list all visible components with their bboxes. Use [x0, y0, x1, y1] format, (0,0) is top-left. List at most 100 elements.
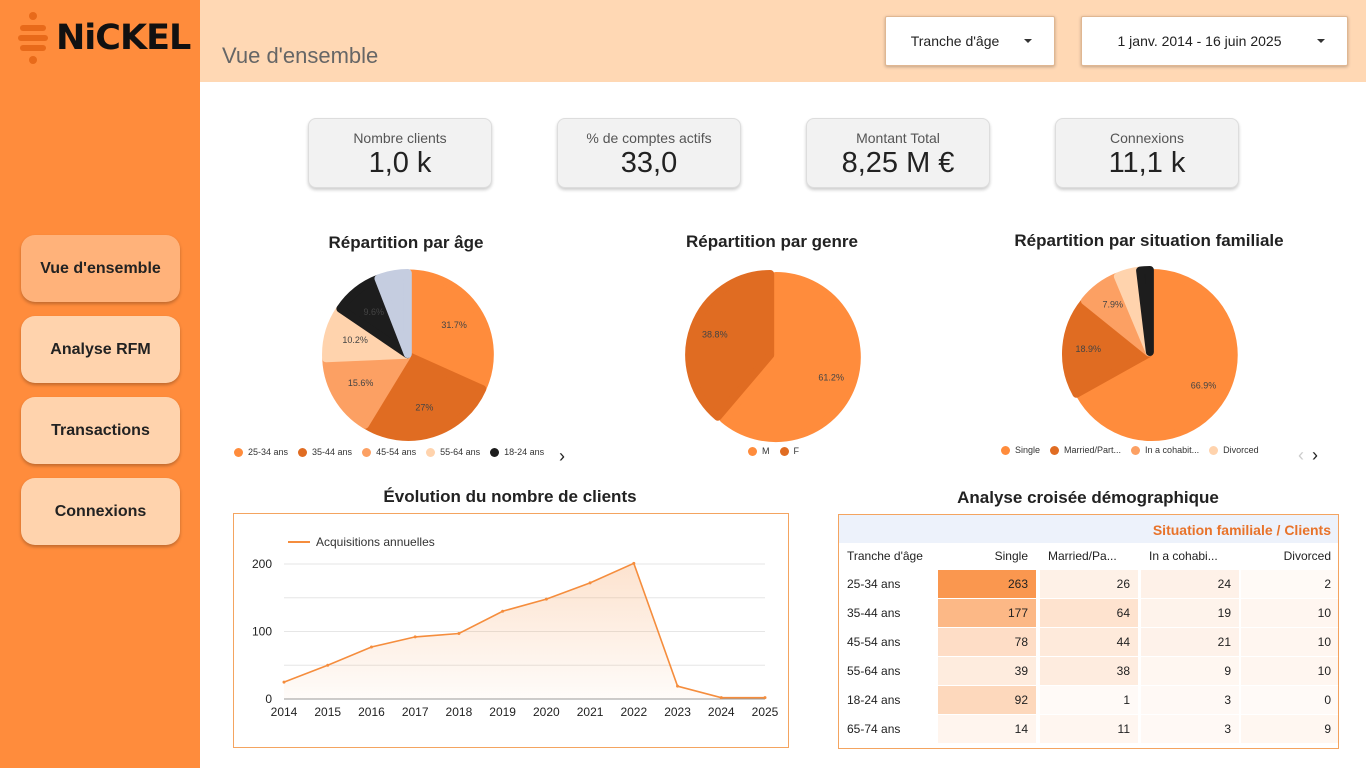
pie-slice[interactable] — [685, 269, 775, 421]
x-tick-label: 2020 — [533, 705, 560, 719]
date-range-dropdown[interactable]: 1 janv. 2014 - 16 juin 2025 — [1081, 16, 1348, 66]
legend-swatch — [288, 541, 310, 543]
pie-data-label: 61.2% — [818, 372, 844, 382]
table-cell: 64 — [1040, 599, 1138, 627]
legend-item[interactable]: F — [779, 446, 800, 456]
legend-item[interactable]: In a cohabit... — [1131, 445, 1199, 455]
table-cell: 24 — [1141, 570, 1239, 598]
data-point[interactable] — [369, 645, 373, 649]
pie-slice[interactable] — [404, 269, 494, 392]
data-point[interactable] — [544, 597, 548, 601]
pie-slice[interactable] — [1136, 266, 1154, 357]
gender-chart-title: Répartition par genre — [686, 232, 858, 251]
legend-item[interactable]: 45-54 ans — [362, 447, 416, 457]
table-cell: 14 — [938, 715, 1036, 743]
kpi-label: % de comptes actifs — [586, 130, 712, 146]
data-point[interactable] — [588, 581, 592, 585]
pie-slice[interactable] — [719, 272, 861, 442]
pie-slice[interactable] — [1076, 269, 1238, 441]
column-header[interactable]: In a cohabi... — [1149, 549, 1218, 563]
x-tick-label: 2016 — [358, 705, 385, 719]
pie-data-label: 31.7% — [441, 320, 467, 330]
legend-label: 18-24 ans — [504, 447, 545, 457]
table-cell: 2 — [1241, 570, 1339, 598]
row-label: 25-34 ans — [847, 577, 901, 591]
pie-slice[interactable] — [322, 351, 412, 429]
row-label: 18-24 ans — [847, 693, 901, 707]
x-tick-label: 2021 — [577, 705, 604, 719]
nav-analyse-rfm-button[interactable]: Analyse RFM — [21, 316, 180, 383]
table-cell: 26 — [1040, 570, 1138, 598]
pie-data-label: 15.6% — [348, 378, 374, 388]
data-point[interactable] — [501, 609, 505, 613]
x-tick-label: 2018 — [446, 705, 473, 719]
legend-label: 55-64 ans — [440, 447, 481, 457]
gender-chart-legend: M F — [748, 446, 809, 456]
column-header[interactable]: Divorced — [1283, 549, 1331, 563]
age-chart-title: Répartition par âge — [328, 233, 484, 252]
age-filter-label: Tranche d'âge — [910, 33, 1000, 49]
family-pie-chart: 66.9% 18.9% 7.9% — [1062, 266, 1238, 441]
crosstab-title: Analyse croisée démographique — [957, 488, 1219, 507]
data-point[interactable] — [676, 684, 680, 688]
table-cell: 9 — [1141, 657, 1239, 685]
legend-item[interactable]: 55-64 ans — [426, 447, 480, 457]
column-header[interactable]: Tranche d'âge — [847, 549, 923, 563]
series-line[interactable] — [283, 562, 765, 699]
brand-name: NiCKEL — [56, 18, 191, 58]
legend-item[interactable]: 18-24 ans — [490, 447, 544, 457]
column-header[interactable]: Single — [994, 549, 1028, 563]
data-point[interactable] — [282, 680, 286, 684]
data-point[interactable] — [763, 696, 767, 700]
legend-item[interactable]: Single — [1001, 445, 1040, 455]
kpi-label: Montant Total — [856, 130, 940, 146]
legend-item[interactable]: 35-44 ans — [298, 447, 352, 457]
data-point[interactable] — [413, 635, 417, 639]
table-cell: 3 — [1141, 686, 1239, 714]
age-filter-dropdown[interactable]: Tranche d'âge — [885, 16, 1055, 66]
evolution-chart-title: Évolution du nombre de clients — [383, 487, 637, 506]
x-tick-label: 2017 — [402, 705, 429, 719]
legend-item[interactable]: Divorced — [1209, 445, 1259, 455]
table-cell: 263 — [938, 570, 1036, 598]
data-point[interactable] — [326, 663, 330, 667]
pie-slice[interactable] — [1062, 298, 1153, 398]
chevron-right-icon[interactable]: › — [559, 446, 565, 466]
kpi-card-total-amount: Montant Total 8,25 M € — [806, 118, 990, 188]
row-label: 35-44 ans — [847, 606, 901, 620]
legend-item[interactable]: Married/Part... — [1050, 445, 1121, 455]
nav-transactions-button[interactable]: Transactions — [21, 397, 180, 464]
legend-dot — [748, 446, 757, 456]
chevron-right-icon[interactable]: › — [1312, 445, 1318, 465]
legend-item[interactable]: 25-34 ans — [234, 447, 288, 457]
sidebar: NiCKEL Vue d'ensemble Analyse RFM Transa… — [0, 0, 200, 768]
nav-vue-ensemble-button[interactable]: Vue d'ensemble — [21, 235, 180, 302]
crosstab-table: Situation familiale / Clients Tranche d'… — [838, 514, 1339, 749]
legend-label: Divorced — [1223, 445, 1259, 455]
table-cell: 21 — [1141, 628, 1239, 656]
pie-data-label: 27% — [415, 403, 433, 413]
pie-slice[interactable] — [374, 269, 412, 359]
column-header[interactable]: Married/Pa... — [1048, 549, 1117, 563]
legend-item[interactable]: M — [748, 446, 770, 456]
data-point[interactable] — [632, 561, 636, 565]
legend-label: F — [793, 446, 800, 456]
table-cell: 1 — [1040, 686, 1138, 714]
pie-data-label: 10.2% — [342, 335, 368, 345]
legend-dot — [1131, 445, 1141, 455]
nickel-logo[interactable]: NiCKEL — [18, 12, 191, 68]
legend-dot — [1050, 445, 1060, 455]
nav-connexions-button[interactable]: Connexions — [21, 478, 180, 545]
date-range-label: 1 janv. 2014 - 16 juin 2025 — [1117, 33, 1282, 49]
chevron-left-icon[interactable]: ‹ — [1298, 445, 1304, 465]
legend-label: Married/Part... — [1064, 445, 1122, 455]
data-point[interactable] — [719, 696, 723, 700]
data-point[interactable] — [457, 632, 461, 636]
table-cell: 10 — [1241, 628, 1339, 656]
nav-label: Connexions — [54, 502, 147, 520]
pie-data-label: 7.9% — [1103, 299, 1124, 309]
chevron-down-icon — [1317, 39, 1325, 43]
pie-slice[interactable] — [362, 351, 487, 441]
kpi-value: 33,0 — [620, 147, 678, 179]
crosstab-header-label: Situation familiale / Clients — [1152, 522, 1331, 538]
